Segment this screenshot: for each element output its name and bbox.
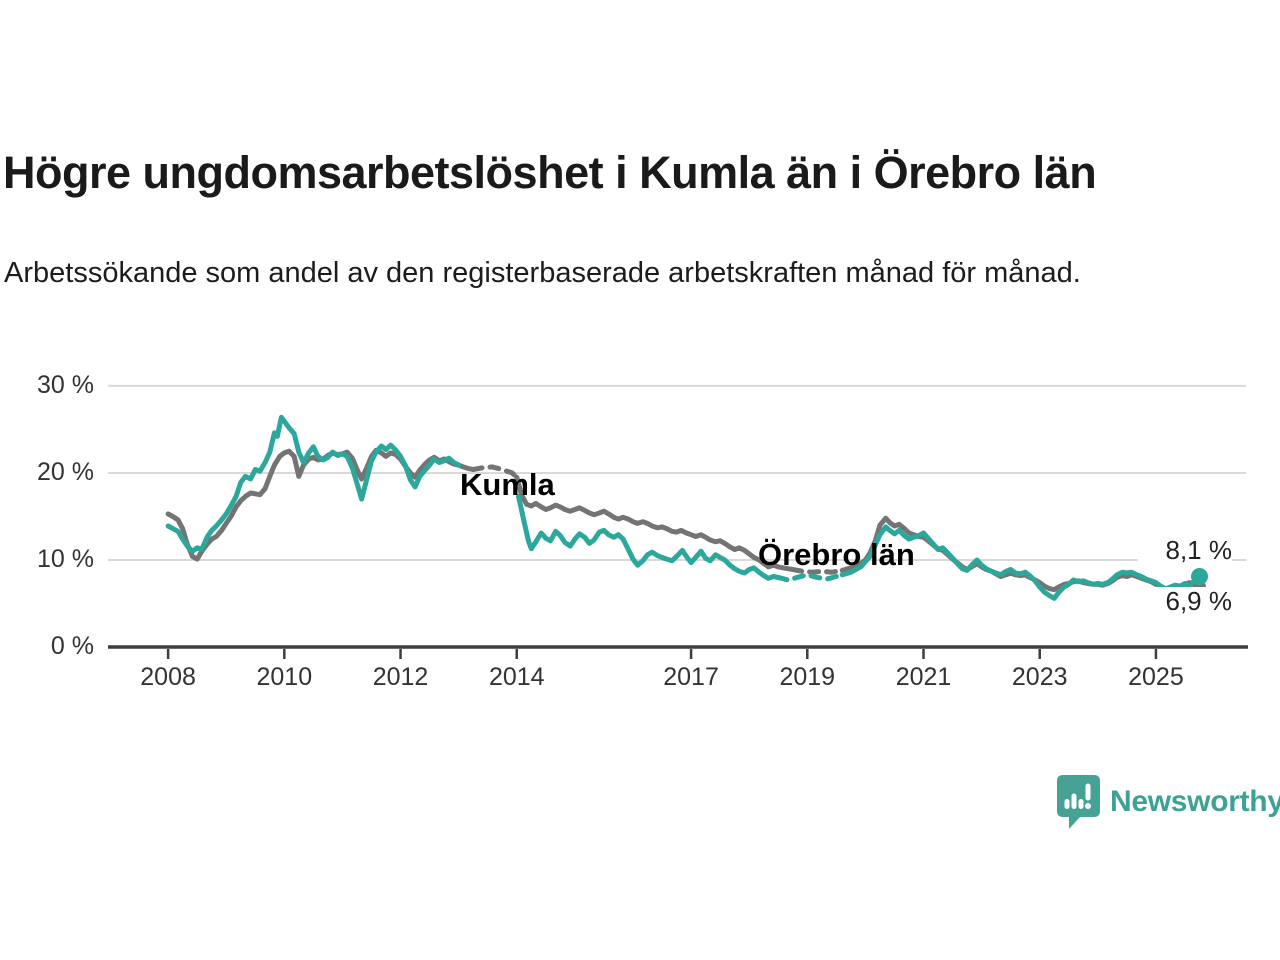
newsworthy-wordmark: Newsworthy — [1110, 785, 1280, 818]
chart-title: Högre ungdomsarbetslöshet i Kumla än i Ö… — [3, 147, 1097, 198]
series-label-kumla: Kumla — [460, 467, 555, 502]
newsworthy-bubble-chart-icon — [1057, 775, 1100, 829]
end-value-label-orebro-lan: 6,9 % — [1138, 587, 1232, 615]
end-value-label-kumla: 8,1 % — [1138, 536, 1232, 564]
y-tick-label: 20 % — [37, 457, 94, 486]
series-line-orebro-lan — [790, 567, 845, 575]
x-tick-label: 2017 — [663, 663, 719, 691]
y-tick-label: 30 % — [37, 370, 94, 399]
x-tick-label: 2010 — [256, 663, 313, 691]
series-line-kumla — [516, 493, 781, 581]
x-tick-label: 2025 — [1128, 663, 1184, 691]
series-label-orebro-lan: Örebro län — [758, 537, 915, 572]
series-line-kumla — [775, 572, 845, 583]
newsworthy-logo: Newsworthy — [1056, 774, 1280, 830]
x-tick-label: 2021 — [895, 663, 952, 691]
end-dot-kumla — [1191, 568, 1209, 586]
series-line-kumla — [165, 414, 462, 554]
series-line-orebro-lan — [514, 474, 796, 572]
x-tick-label: 2023 — [1011, 663, 1068, 691]
y-tick-label: 0 % — [50, 632, 94, 660]
y-tick-label: 10 % — [37, 544, 94, 573]
x-tick-label: 2014 — [488, 663, 545, 691]
x-tick-label: 2008 — [140, 663, 196, 691]
series-line-orebro-lan — [470, 464, 520, 480]
x-tick-label: 2012 — [372, 663, 429, 691]
x-tick-label: 2019 — [779, 663, 836, 691]
chart-subtitle: Arbetssökande som andel av den registerb… — [4, 257, 1081, 289]
series-line-kumla — [839, 524, 1202, 601]
